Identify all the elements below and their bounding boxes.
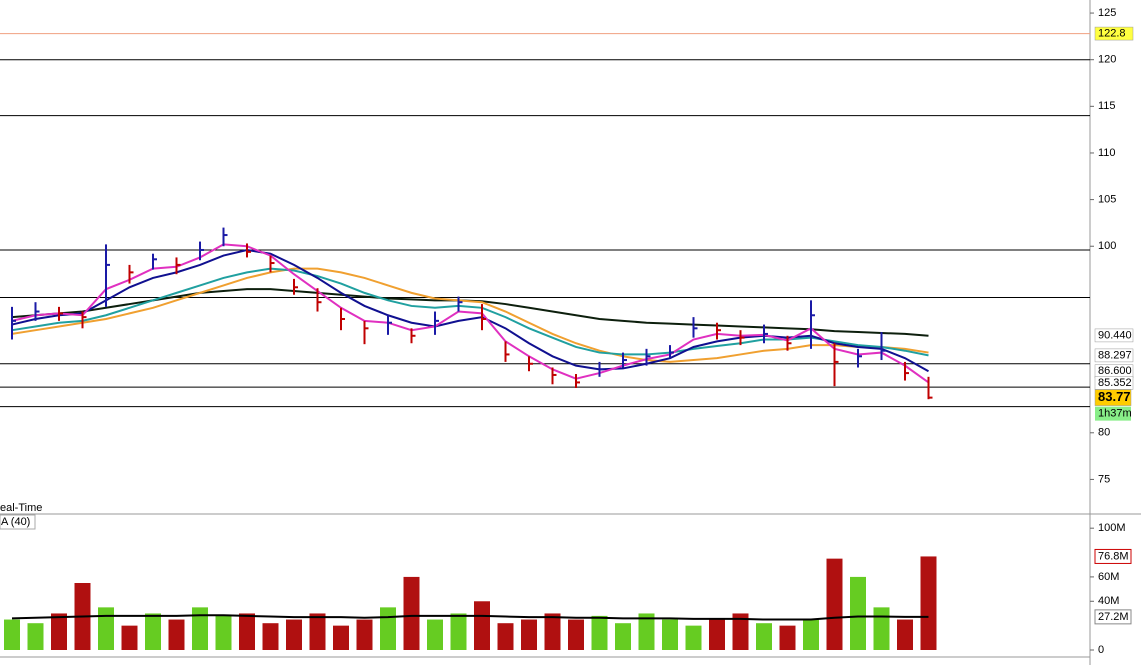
volume-bar bbox=[450, 613, 467, 650]
volume-bar bbox=[474, 601, 490, 650]
price-label: 86.600 bbox=[1098, 365, 1132, 377]
volume-bar bbox=[709, 619, 725, 650]
volume-bar bbox=[544, 613, 561, 650]
y-tick-label: 40M bbox=[1098, 595, 1119, 607]
volume-label-box bbox=[1094, 548, 1132, 564]
price-label: 88.297 bbox=[1098, 349, 1132, 361]
volume-bar bbox=[920, 556, 937, 650]
volume-bar bbox=[732, 613, 749, 650]
volume-bar bbox=[873, 607, 890, 650]
volume-bar bbox=[591, 615, 608, 650]
volume-bar bbox=[4, 619, 20, 650]
y-tick-label: 125 bbox=[1098, 7, 1116, 19]
volume-bar bbox=[427, 619, 443, 650]
volume-bar bbox=[826, 558, 843, 650]
volume-bar bbox=[615, 623, 631, 650]
volume-bar bbox=[779, 625, 796, 650]
volume-bar bbox=[803, 619, 819, 650]
price-label-box bbox=[1094, 348, 1134, 363]
volume-bar bbox=[685, 625, 702, 650]
volume-bar bbox=[568, 619, 584, 650]
volume-bar bbox=[286, 619, 302, 650]
study-box bbox=[0, 514, 36, 530]
price-label-box bbox=[1094, 389, 1132, 406]
moving-average bbox=[11, 267, 929, 363]
volume-bar bbox=[121, 625, 138, 650]
volume-bar bbox=[98, 607, 114, 650]
y-tick-label: 100 bbox=[1098, 240, 1116, 252]
moving-average bbox=[11, 267, 929, 357]
volume-bar bbox=[145, 613, 161, 650]
price-label-box bbox=[1094, 376, 1134, 390]
volume-bar bbox=[192, 607, 208, 650]
moving-average bbox=[11, 243, 930, 384]
volume-bar bbox=[262, 623, 279, 650]
price-label: 85.352 bbox=[1098, 377, 1132, 389]
volume-bar bbox=[333, 625, 349, 650]
price-label: 90.440 bbox=[1098, 329, 1132, 341]
y-tick-label: 105 bbox=[1098, 194, 1116, 206]
y-tick-label: 100M bbox=[1098, 522, 1126, 534]
volume-bar bbox=[897, 619, 913, 650]
volume-bar bbox=[662, 619, 678, 650]
study-label: A (40) bbox=[1, 516, 30, 528]
price-label: 83.77 bbox=[1098, 389, 1131, 404]
price-label: 122.8 bbox=[1098, 27, 1126, 39]
y-tick-label: 75 bbox=[1098, 473, 1110, 485]
volume-bar bbox=[51, 613, 67, 650]
volume-average bbox=[11, 614, 929, 621]
volume-bar bbox=[309, 613, 326, 650]
volume-bar bbox=[403, 576, 420, 650]
countdown: 1h37m bbox=[1098, 408, 1132, 420]
volume-bar bbox=[521, 619, 537, 650]
y-tick-label: 120 bbox=[1098, 54, 1116, 66]
volume-bar bbox=[215, 615, 232, 650]
volume-bar bbox=[850, 576, 866, 650]
y-tick-label: 0 bbox=[1098, 644, 1104, 656]
volume-bar bbox=[168, 619, 185, 650]
price-label-box bbox=[1094, 26, 1134, 41]
volume-bar bbox=[380, 607, 396, 650]
volume-label: 76.8M bbox=[1098, 550, 1129, 562]
volume-bar bbox=[497, 623, 514, 650]
countdown-box bbox=[1095, 406, 1131, 421]
volume-label: 27.2M bbox=[1098, 611, 1129, 623]
y-tick-label: 115 bbox=[1098, 100, 1116, 112]
volume-bar bbox=[638, 613, 655, 650]
y-tick-label: 60M bbox=[1098, 571, 1119, 583]
y-tick-label: 80 bbox=[1098, 427, 1110, 439]
volume-bar bbox=[356, 619, 373, 650]
price-label-box bbox=[1094, 328, 1134, 343]
volume-bar bbox=[239, 613, 255, 650]
volume-bar bbox=[756, 623, 772, 650]
volume-bar bbox=[27, 623, 44, 650]
y-tick-label: 110 bbox=[1098, 147, 1116, 159]
legend-fragment: eal-Time bbox=[0, 502, 42, 514]
volume-label-box bbox=[1094, 609, 1132, 625]
